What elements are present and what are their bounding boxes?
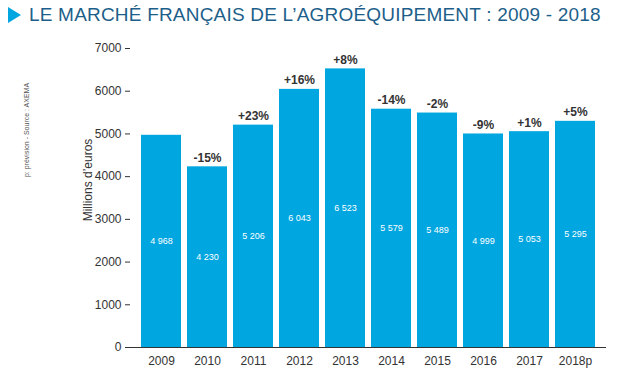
- svg-text:4 968: 4 968: [150, 236, 173, 246]
- svg-text:+23%: +23%: [238, 109, 269, 123]
- svg-text:5 206: 5 206: [242, 231, 265, 241]
- svg-text:+5%: +5%: [563, 105, 588, 119]
- svg-text:5 053: 5 053: [518, 234, 541, 244]
- svg-text:2010: 2010: [194, 354, 221, 368]
- svg-text:3000: 3000: [95, 212, 122, 226]
- svg-text:5 295: 5 295: [564, 229, 587, 239]
- svg-text:6 523: 6 523: [334, 203, 357, 213]
- svg-text:2009: 2009: [148, 354, 175, 368]
- svg-text:1000: 1000: [95, 298, 122, 312]
- svg-text:4000: 4000: [95, 169, 122, 183]
- svg-text:6000: 6000: [95, 84, 122, 98]
- svg-text:2017: 2017: [516, 354, 543, 368]
- svg-text:-14%: -14%: [377, 93, 405, 107]
- svg-text:+1%: +1%: [517, 116, 542, 130]
- svg-text:+16%: +16%: [284, 73, 315, 87]
- html-text:p: prévision - Source : AXEMA: p: prévision - Source : AXEMA: [22, 82, 30, 178]
- svg-text:2016: 2016: [470, 354, 497, 368]
- svg-text:2012: 2012: [286, 354, 313, 368]
- html-text:Millions d’euros: Millions d’euros: [81, 138, 95, 222]
- svg-text:4 999: 4 999: [472, 236, 495, 246]
- svg-text:4 230: 4 230: [196, 252, 219, 262]
- svg-text:-9%: -9%: [473, 118, 495, 132]
- svg-text:6 043: 6 043: [288, 213, 311, 223]
- svg-text:2000: 2000: [95, 255, 122, 269]
- svg-text:5000: 5000: [95, 127, 122, 141]
- svg-text:2014: 2014: [378, 354, 405, 368]
- svg-text:-15%: -15%: [193, 151, 221, 165]
- svg-text:2015: 2015: [424, 354, 451, 368]
- svg-text:2011: 2011: [241, 354, 267, 368]
- html-text:LE MARCHÉ FRANÇAIS DE L’AGROÉQ: LE MARCHÉ FRANÇAIS DE L’AGROÉQUIPEMENT :…: [29, 4, 601, 25]
- svg-text:5 489: 5 489: [426, 225, 449, 235]
- svg-text:0: 0: [115, 340, 122, 354]
- svg-text:2013: 2013: [332, 354, 359, 368]
- svg-text:7000: 7000: [95, 41, 122, 55]
- svg-text:-2%: -2%: [427, 97, 449, 111]
- svg-text:5 579: 5 579: [380, 223, 403, 233]
- svg-text:+8%: +8%: [333, 53, 358, 67]
- svg-text:2018p: 2018p: [559, 354, 593, 368]
